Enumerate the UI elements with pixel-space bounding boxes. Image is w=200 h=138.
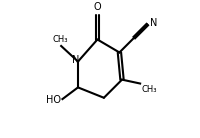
Text: O: O bbox=[94, 2, 101, 12]
Text: N: N bbox=[72, 55, 79, 65]
Text: CH₃: CH₃ bbox=[52, 35, 68, 44]
Text: HO: HO bbox=[46, 95, 61, 105]
Text: N: N bbox=[150, 18, 158, 28]
Text: CH₃: CH₃ bbox=[141, 85, 157, 95]
